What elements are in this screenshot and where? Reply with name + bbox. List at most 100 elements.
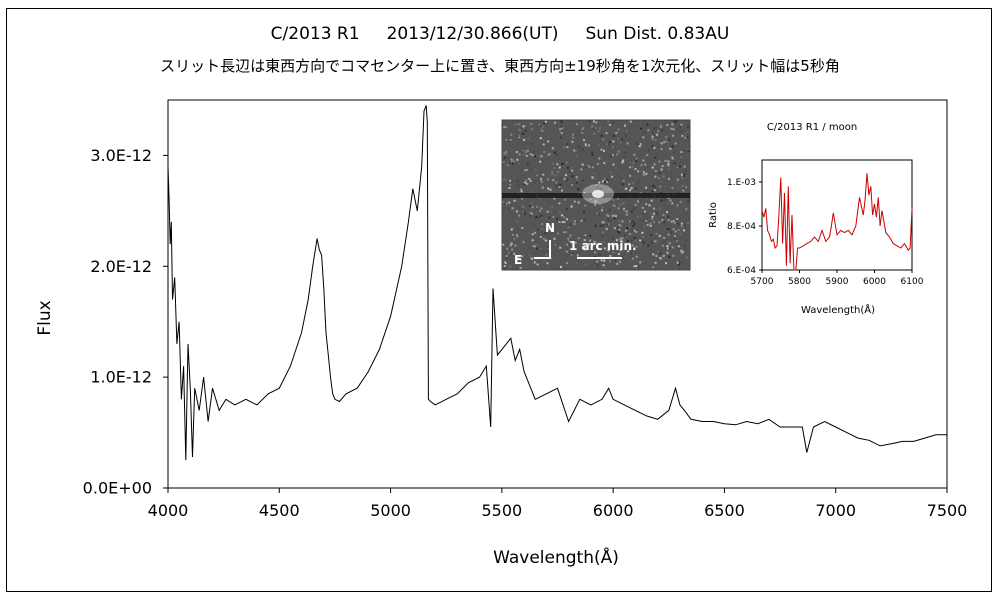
noise-pixel [583,246,586,249]
noise-pixel [565,250,568,253]
noise-pixel [509,139,512,142]
noise-pixel [656,126,659,129]
noise-pixel [523,138,526,141]
noise-pixel [623,124,626,127]
noise-pixel [616,197,619,200]
noise-pixel [653,186,656,189]
noise-pixel [543,150,546,153]
noise-pixel [608,123,611,126]
noise-pixel [568,184,571,187]
noise-pixel [573,200,576,203]
noise-pixel [656,177,659,180]
noise-pixel [529,180,532,182]
noise-pixel [518,153,521,156]
noise-pixel [651,166,654,169]
noise-pixel [541,223,544,226]
noise-pixel [531,154,534,157]
noise-pixel [531,257,534,260]
noise-pixel [620,262,623,265]
noise-pixel [679,201,682,204]
noise-pixel [653,207,655,210]
noise-pixel [515,151,518,153]
noise-pixel [650,233,653,236]
noise-pixel [606,143,608,146]
noise-pixel [605,227,608,230]
main-y-tick-label: 3.0E-12 [90,146,152,165]
noise-pixel [563,177,566,180]
noise-pixel [653,212,655,215]
noise-pixel [601,234,604,237]
noise-pixel [606,179,609,182]
noise-pixel [664,160,667,162]
noise-pixel [680,123,683,126]
comet-image-inset: N E 1 arc min. [501,119,691,271]
noise-pixel [656,250,659,253]
noise-pixel [613,227,616,230]
noise-pixel [609,263,612,266]
noise-pixel [544,212,547,215]
noise-pixel [613,204,616,207]
noise-pixel [606,180,609,183]
noise-pixel [571,140,574,143]
noise-pixel [591,153,594,156]
noise-pixel [659,185,662,188]
noise-pixel [511,162,514,165]
main-x-tick-label: 4000 [148,501,189,520]
noise-pixel [671,123,674,126]
noise-pixel [661,219,664,221]
noise-pixel [596,186,599,189]
noise-pixel [594,202,597,205]
noise-pixel [673,237,676,240]
noise-pixel [687,149,690,152]
noise-pixel [653,134,656,137]
noise-pixel [660,148,663,151]
noise-pixel [617,226,619,229]
noise-pixel [528,232,531,235]
noise-pixel [667,143,670,146]
noise-pixel [509,161,512,164]
noise-pixel [600,164,603,167]
noise-pixel [528,249,531,252]
noise-pixel [518,123,521,125]
noise-pixel [634,219,637,222]
noise-pixel [658,221,661,224]
noise-pixel [608,209,611,212]
noise-pixel [676,166,679,169]
noise-pixel [652,131,655,134]
inset-y-tick-label: 1.E-03 [727,178,756,188]
noise-pixel [671,145,674,148]
inset-y-axis-label: Ratio [708,202,719,228]
noise-pixel [629,220,632,223]
noise-pixel [547,140,550,143]
noise-pixel [555,154,558,157]
noise-pixel [685,208,688,211]
noise-pixel [536,228,539,231]
noise-pixel [563,146,566,149]
noise-pixel [573,186,576,189]
noise-pixel [539,247,542,250]
noise-pixel [518,128,521,131]
noise-pixel [571,252,574,255]
noise-pixel [539,124,542,127]
noise-pixel [672,134,675,137]
noise-pixel [684,136,687,139]
noise-pixel [528,177,531,180]
noise-pixel [668,147,671,149]
main-x-axis-label: Wavelength(Å) [493,546,619,568]
noise-pixel [504,262,507,264]
noise-pixel [563,221,566,224]
noise-pixel [566,218,568,221]
noise-pixel [667,219,670,222]
noise-pixel [593,240,596,243]
noise-pixel [510,228,513,231]
noise-pixel [594,200,597,203]
noise-pixel [525,179,528,182]
noise-pixel [646,123,649,126]
noise-pixel [528,204,531,207]
noise-pixel [583,239,586,242]
inset-x-tick-label: 5700 [751,277,774,287]
noise-pixel [530,142,533,145]
noise-pixel [642,236,645,239]
noise-pixel [666,227,669,230]
noise-pixel [536,125,539,128]
